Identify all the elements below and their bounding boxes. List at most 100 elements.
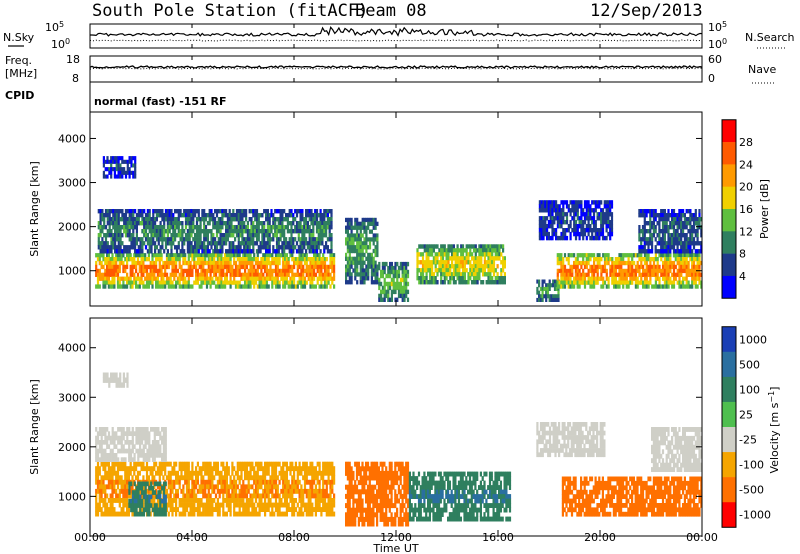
data-cell [416,252,419,257]
data-cell [265,276,268,281]
data-cell [144,253,147,258]
data-cell [359,221,362,226]
data-cell [173,272,176,277]
data-cell [120,475,123,481]
data-cell [578,260,581,266]
data-cell [290,241,293,246]
data-cell [374,264,377,269]
data-cell [167,511,170,517]
data-cell [197,209,200,214]
data-cell [178,498,181,503]
data-cell [540,216,543,221]
data-cell [640,213,643,218]
data-cell [144,284,147,289]
data-cell [421,244,425,249]
data-cell [651,249,654,254]
data-cell [314,217,317,222]
data-cell [680,260,683,266]
data-cell [124,221,128,226]
data-cell [214,253,218,258]
data-cell [652,264,656,270]
data-cell [204,217,208,222]
data-cell [489,268,492,273]
data-cell [380,273,383,279]
data-cell [260,257,263,262]
data-cell [195,237,199,242]
data-cell [247,498,250,503]
data-cell [460,244,463,249]
data-cell [544,208,547,213]
data-cell [202,264,205,270]
data-cell [678,217,681,222]
data-cell [96,257,100,262]
data-cell [113,272,116,277]
data-cell [380,269,383,275]
data-cell [620,276,623,281]
data-cell [221,249,224,254]
data-cell [467,256,470,261]
data-cell [376,272,379,277]
data-cell [600,224,603,229]
data-cell [678,233,681,238]
data-cell [245,461,248,467]
data-cell [587,268,590,274]
data-cell [372,237,375,242]
data-cell [627,253,630,258]
data-cell [197,233,200,238]
data-cell [288,213,291,218]
data-cell [454,248,457,253]
data-cell [359,252,362,258]
data-cell [222,272,225,277]
data-cell [112,225,115,230]
data-cell [152,225,155,230]
data-cell [116,479,120,485]
data-cell [169,493,172,499]
data-cell [567,208,570,213]
data-cell [108,225,111,230]
data-cell [104,284,107,289]
data-cell [98,479,101,485]
data-cell [216,466,219,472]
data-cell [432,260,435,265]
data-cell [181,245,184,250]
data-cell [427,248,430,253]
data-cell [197,217,200,222]
data-cell [107,461,110,467]
data-cell [367,272,370,277]
data-cell [319,229,322,234]
data-cell [249,264,252,270]
data-cell [147,280,150,285]
data-cell [474,252,477,257]
data-cell [560,216,563,221]
data-cell [122,479,125,485]
data-cell [111,257,114,262]
data-cell [330,237,333,242]
data-cell [133,470,136,476]
data-cell [284,272,287,277]
data-cell [195,241,199,246]
data-cell [288,245,291,250]
data-cell [618,260,621,266]
data-cell [576,216,579,221]
data-cell [354,248,357,254]
data-cell [663,257,666,262]
data-cell [214,264,218,270]
data-cell [126,479,129,485]
data-cell [102,484,105,490]
data-cell [346,248,349,254]
data-cell [245,264,248,270]
data-cell [587,272,590,277]
data-cell [228,217,231,222]
data-cell [594,224,597,229]
data-cell [124,209,128,214]
data-cell [263,245,266,250]
data-cell [694,229,697,234]
data-cell [188,245,191,250]
data-cell [649,280,652,285]
data-cell [270,209,273,214]
data-cell [253,268,256,274]
data-cell [482,248,485,253]
data-cell [246,225,249,230]
data-cell [132,170,135,175]
data-cell [245,488,248,494]
